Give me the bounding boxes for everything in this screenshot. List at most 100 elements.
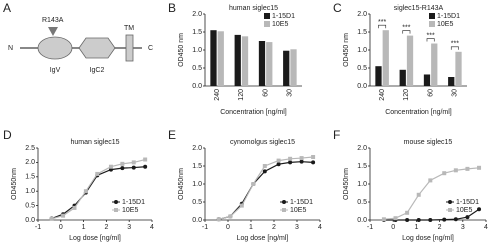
x-tick-label: 120 — [238, 89, 245, 101]
significance-bracket — [402, 30, 411, 34]
legend-marker — [282, 200, 286, 204]
x-axis-label: Concentration [ng/ml] — [220, 109, 287, 116]
y-tick-label: 0.0 — [25, 217, 35, 224]
panel-letter: F — [333, 128, 340, 142]
legend-label: 1-15D1 — [272, 13, 295, 20]
bar — [266, 42, 273, 86]
panel-letter: A — [3, 1, 11, 15]
x-tick-label: 0 — [226, 224, 230, 231]
legend-marker — [448, 208, 452, 212]
x-tick-label: 4 — [318, 224, 322, 231]
bar — [399, 69, 406, 86]
data-point — [405, 218, 410, 222]
data-point — [416, 218, 421, 222]
panel-letter: C — [333, 1, 342, 15]
y-tick-label: 1.5 — [25, 174, 35, 181]
x-tick-label: 4 — [150, 224, 154, 231]
y-tick-label: 2.0 — [192, 11, 202, 18]
data-point — [216, 217, 221, 222]
domain-label: IgV — [50, 67, 61, 74]
data-point — [477, 207, 482, 212]
data-point — [108, 164, 113, 169]
y-tick-label: 2.0 — [192, 145, 202, 152]
x-axis-label: Log dose [ng/ml] — [69, 235, 121, 242]
y-tick-label: 1.5 — [357, 163, 367, 170]
bar — [431, 43, 438, 86]
chart-title: human siglec15 — [229, 5, 278, 12]
chart-title: mouse siglec15 — [404, 139, 453, 146]
chart-title: human siglec15 — [70, 139, 119, 146]
bar — [241, 36, 249, 86]
y-tick-label: 1.5 — [192, 163, 202, 170]
data-point — [477, 165, 482, 170]
x-tick-label: 60 — [262, 89, 269, 97]
x-tick-label: 30 — [287, 89, 294, 97]
legend-label: 10E5 — [437, 21, 453, 28]
legend-label: 1-15D1 — [456, 199, 479, 206]
data-point — [442, 171, 447, 176]
x-axis-label: Log dose [ng/ml] — [402, 235, 454, 242]
x-tick-label: 1 — [249, 224, 253, 231]
data-point — [95, 171, 100, 176]
data-point — [120, 166, 125, 171]
x-tick-label: 0 — [391, 224, 395, 231]
legend-marker — [282, 208, 286, 212]
y-tick-label: 0.0 — [357, 217, 367, 224]
significance-bracket — [378, 24, 387, 29]
data-point — [393, 216, 398, 221]
legend-label: 1-15D1 — [290, 199, 313, 206]
bar — [217, 31, 224, 87]
y-axis-label: OD450nm — [343, 168, 350, 200]
x-tick-label: 2 — [438, 224, 442, 231]
data-point — [143, 164, 148, 169]
y-tick-label: 0.0 — [192, 83, 202, 90]
data-point — [72, 205, 77, 210]
y-tick-label: 0.0 — [192, 217, 202, 224]
data-point — [288, 160, 293, 165]
data-point — [416, 192, 421, 197]
data-point — [405, 210, 410, 215]
data-point — [299, 159, 304, 164]
panel-a: A R143A N C IgV IgC2 TM — [3, 1, 153, 74]
data-point — [83, 189, 88, 194]
legend-swatch — [264, 13, 270, 19]
x-axis-label: Log dose [ng/ml] — [237, 235, 289, 242]
x-tick-label: 60 — [427, 89, 434, 97]
data-point — [299, 156, 304, 161]
y-tick-label: 0.5 — [192, 65, 202, 72]
data-point — [465, 166, 470, 171]
y-tick-label: 0.5 — [357, 65, 367, 72]
data-point — [311, 160, 316, 165]
bar — [423, 74, 431, 86]
bar — [210, 30, 217, 86]
data-point — [61, 213, 66, 218]
panel-letter: D — [3, 128, 12, 142]
x-tick-label: 240 — [214, 89, 221, 101]
x-axis-label: Concentration [ng/ml] — [385, 109, 452, 116]
domain-label: TM — [124, 25, 134, 32]
x-tick-label: 0 — [59, 224, 63, 231]
legend-label: 10E5 — [272, 21, 288, 28]
x-tick-label: 1 — [414, 224, 418, 231]
bar — [375, 66, 382, 86]
bar — [455, 51, 462, 86]
y-tick-label: 2.0 — [357, 145, 367, 152]
x-tick-label: 30 — [452, 89, 459, 97]
x-tick-label: 3 — [127, 224, 131, 231]
y-axis-label: OD450nm — [178, 168, 185, 200]
data-point — [262, 169, 267, 174]
y-tick-label: 0.0 — [357, 83, 367, 90]
legend-swatch — [429, 21, 435, 27]
y-tick-label: 1.5 — [192, 29, 202, 36]
bar — [406, 35, 414, 86]
y-tick-label: 1.0 — [192, 181, 202, 188]
y-tick-label: 0.5 — [192, 199, 202, 206]
y-tick-label: 1.0 — [192, 47, 202, 54]
data-point — [381, 217, 386, 222]
legend-label: 10E5 — [122, 207, 138, 214]
y-tick-label: 2.5 — [25, 145, 35, 152]
data-point — [131, 165, 136, 170]
data-point — [239, 203, 244, 208]
significance-bracket — [426, 38, 435, 42]
x-tick-label: -1 — [35, 224, 41, 231]
